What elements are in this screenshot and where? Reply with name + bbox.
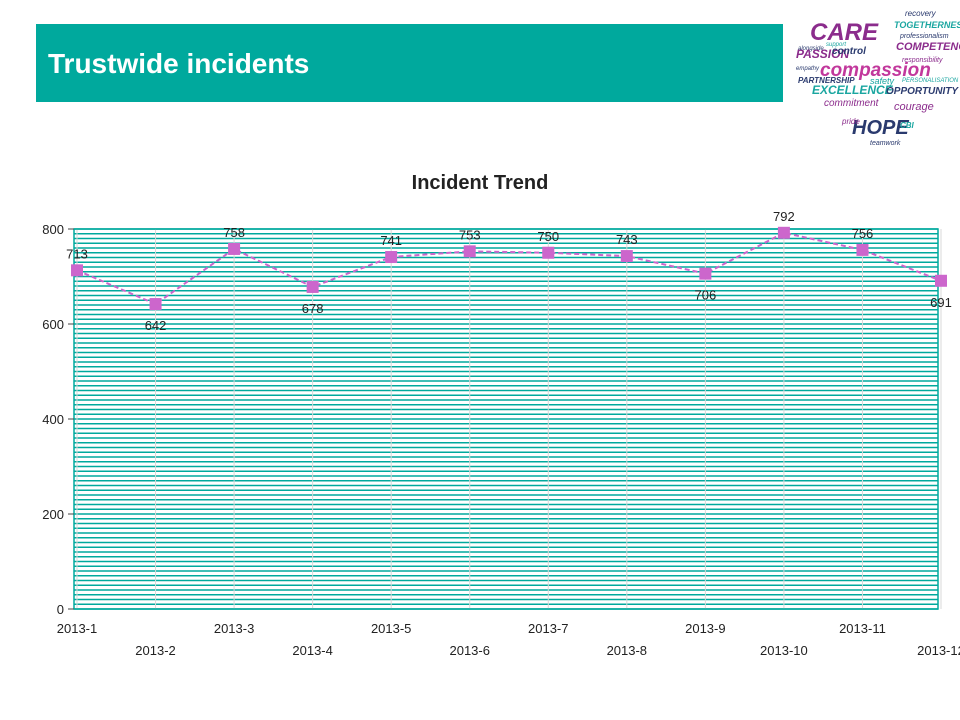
wordcloud-word-recovery: recovery	[905, 9, 937, 18]
wordcloud-word-responsibility: responsibility	[902, 57, 943, 64]
data-point-marker	[228, 242, 241, 255]
x-tick-label: 2013-2	[135, 643, 175, 658]
data-label: 642	[145, 318, 167, 333]
wordcloud-word-personalisation: PERSONALISATION	[902, 78, 959, 84]
y-tick-label: 600	[42, 317, 64, 332]
x-tick-label: 2013-10	[760, 643, 808, 658]
y-tick-label: 200	[42, 507, 64, 522]
data-label: 713	[66, 246, 88, 261]
wordcloud-word-safety: safety	[870, 76, 895, 86]
data-point-marker	[935, 274, 947, 287]
data-label: 750	[537, 229, 559, 244]
series-line	[76, 231, 942, 306]
wordcloud-word-care: CARE	[810, 19, 879, 46]
data-point-marker	[306, 280, 319, 293]
x-tick-label: 2013-12	[917, 643, 960, 658]
data-label: 743	[616, 232, 638, 247]
wordcloud-word-togetherness: TOGETHERNESS	[894, 20, 960, 30]
wordcloud-word-hope: HOPE	[852, 117, 909, 139]
data-label: 758	[223, 225, 245, 240]
data-point-marker	[463, 245, 476, 258]
wordcloud-word-cbi: CBI	[900, 121, 915, 130]
wordcloud-graphic: recovery CARE TOGETHERNESS professionalism r…	[796, 9, 960, 147]
x-tick-label: 2013-7	[528, 621, 568, 636]
wordcloud-word-control: control	[832, 46, 866, 57]
data-label: 706	[695, 288, 717, 303]
wordcloud-word-alongside: alongside	[798, 46, 824, 52]
data-label: 753	[459, 227, 481, 242]
x-tick-label: 2013-9	[685, 621, 725, 636]
x-tick-label: 2013-3	[214, 621, 254, 636]
y-tick-label: 400	[42, 412, 64, 427]
data-point-marker	[620, 250, 633, 263]
values-wordcloud-logo: recovery CARE TOGETHERNESS professionalism r…	[790, 4, 960, 150]
x-tick-label: 2013-4	[292, 643, 332, 658]
slide-title: Trustwide incidents	[48, 48, 310, 79]
data-point-marker	[856, 243, 869, 256]
data-label: 678	[302, 301, 324, 316]
data-point-marker	[149, 298, 162, 311]
wordcloud-word-pride: pride	[841, 117, 860, 126]
plot-border	[73, 228, 939, 610]
x-tick-label: 2013-11	[839, 621, 886, 636]
title-banner: Trustwide incidents	[36, 24, 783, 102]
wordcloud-word-passion: PASSION	[796, 47, 849, 61]
x-tick-label: 2013-1	[57, 621, 97, 636]
data-point-marker	[777, 226, 790, 239]
data-point-marker	[71, 264, 83, 277]
data-label: 756	[852, 226, 874, 241]
y-tick-label: 800	[42, 222, 64, 237]
wordcloud-word-teamwork: teamwork	[870, 140, 901, 147]
data-point-marker	[699, 267, 712, 280]
wordcloud-word-competence: COMPETENCE	[896, 41, 960, 53]
wordcloud-word-opportunity: OPPORTUNITY	[886, 86, 959, 97]
data-label: 741	[380, 233, 402, 248]
chart-title: Incident Trend	[411, 172, 549, 194]
data-point-marker	[542, 246, 555, 259]
y-tick-label: 0	[57, 602, 64, 617]
wordcloud-word-professionalism: professionalism	[899, 33, 949, 40]
wordcloud-word-commitment: commitment	[824, 98, 880, 109]
wordcloud-word-empathy: empathy	[796, 66, 820, 72]
wordcloud-word-partnership: PARTNERSHIP	[798, 76, 855, 85]
x-tick-label: 2013-5	[371, 621, 411, 636]
x-tick-label: 2013-8	[607, 643, 647, 658]
wordcloud-word-courage: courage	[894, 101, 934, 113]
data-label: 691	[930, 295, 952, 310]
data-point-marker	[385, 251, 398, 264]
x-tick-label: 2013-6	[449, 643, 489, 658]
wordcloud-word-support: support	[826, 42, 846, 48]
data-label: 792	[773, 209, 795, 224]
wordcloud-word-compassion: compassion	[820, 60, 931, 81]
wordcloud-word-excellence: EXCELLENCE	[812, 83, 894, 97]
